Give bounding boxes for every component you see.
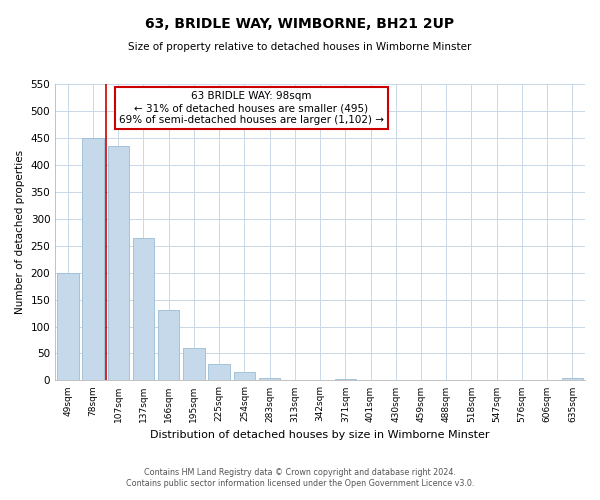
Bar	[259, 378, 280, 380]
Text: 63, BRIDLE WAY, WIMBORNE, BH21 2UP: 63, BRIDLE WAY, WIMBORNE, BH21 2UP	[145, 18, 455, 32]
Bar	[208, 364, 230, 380]
Bar	[562, 378, 583, 380]
Text: Contains HM Land Registry data © Crown copyright and database right 2024.
Contai: Contains HM Land Registry data © Crown c…	[126, 468, 474, 487]
Text: Size of property relative to detached houses in Wimborne Minster: Size of property relative to detached ho…	[128, 42, 472, 52]
Bar	[107, 146, 129, 380]
Y-axis label: Number of detached properties: Number of detached properties	[15, 150, 25, 314]
Bar	[158, 310, 179, 380]
Bar	[82, 138, 104, 380]
Bar	[57, 272, 79, 380]
Bar	[183, 348, 205, 380]
Text: 63 BRIDLE WAY: 98sqm
← 31% of detached houses are smaller (495)
69% of semi-deta: 63 BRIDLE WAY: 98sqm ← 31% of detached h…	[119, 92, 384, 124]
Bar	[233, 372, 255, 380]
Bar	[133, 238, 154, 380]
X-axis label: Distribution of detached houses by size in Wimborne Minster: Distribution of detached houses by size …	[151, 430, 490, 440]
